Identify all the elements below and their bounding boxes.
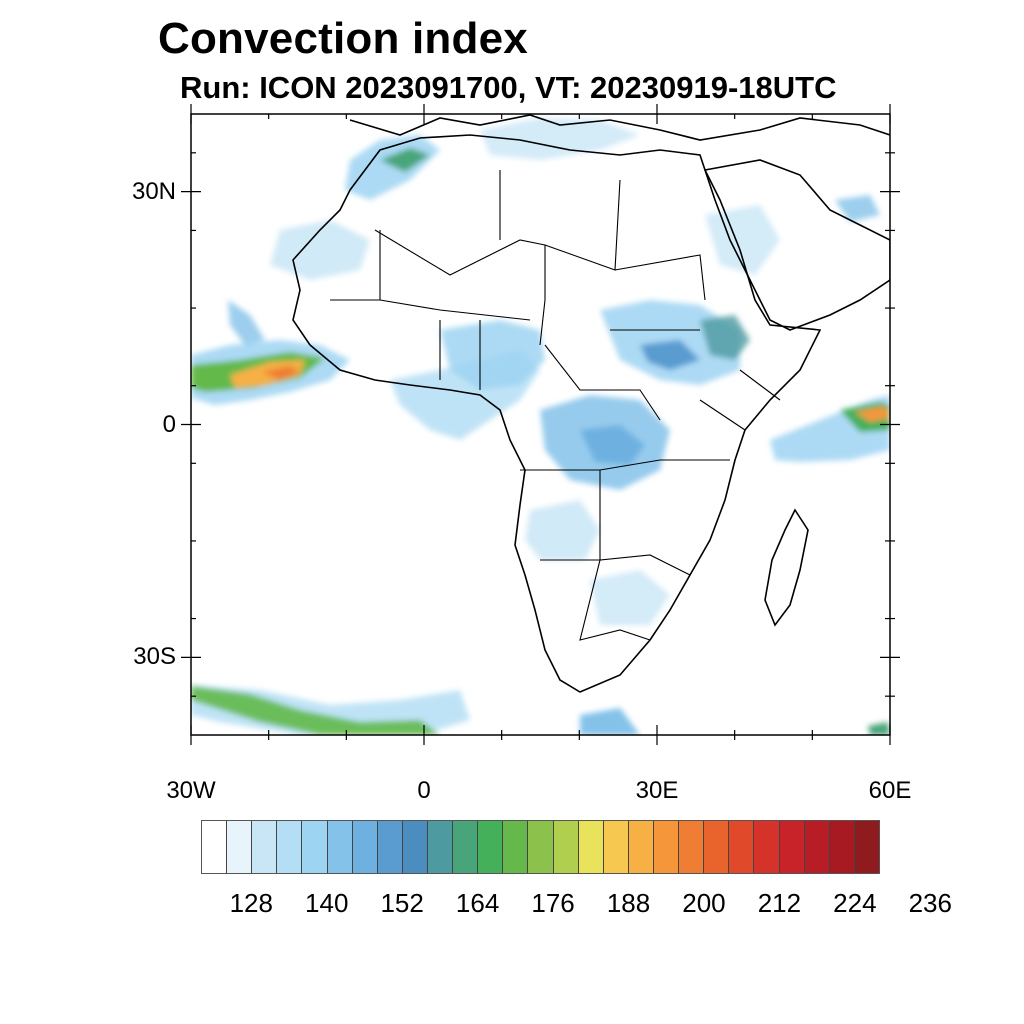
colorbar-swatch [227, 821, 253, 873]
convection-area-angola [525, 500, 600, 560]
coastline-europe [349, 114, 890, 141]
tick-marks [181, 104, 900, 745]
colorbar-label: 128 [229, 888, 273, 918]
colorbar-swatch [503, 821, 529, 873]
convection-area-botswana [590, 570, 670, 625]
colorbar-swatch [252, 821, 278, 873]
colorbar-swatch [829, 821, 855, 873]
lat-tick-label: 30S [133, 643, 176, 671]
colorbar-swatch [553, 821, 579, 873]
colorbar-swatch [453, 821, 479, 873]
colorbar-swatch [277, 821, 303, 873]
convection-area-ethiopia [700, 315, 750, 360]
colorbar-swatch [754, 821, 780, 873]
colorbar-swatch [377, 821, 403, 873]
colorbar-swatch [704, 821, 730, 873]
colorbar-swatch [729, 821, 755, 873]
lon-tick-label: 60E [868, 777, 912, 804]
lat-tick-label: 0 [162, 410, 176, 438]
convection-area-mediterranean [480, 118, 640, 160]
convection-area-sierra [228, 300, 265, 345]
colorbar-label: 212 [757, 888, 802, 918]
lon-tick-label: 0 [417, 777, 431, 804]
convection-area-morocco-core [380, 148, 430, 172]
convection-area-sudan-core [640, 340, 700, 370]
coastline-madagascar [764, 508, 809, 627]
colorbar-swatch [302, 821, 328, 873]
colorbar-label: 200 [682, 888, 726, 918]
convection-area-morocco [345, 135, 440, 200]
map-title: Convection index [158, 14, 528, 63]
map-frame-border [190, 113, 891, 736]
coastline-arabia [703, 159, 890, 331]
colorbar-swatch [804, 821, 830, 873]
colorbar-swatch [427, 821, 454, 873]
colorbar-swatch [779, 821, 805, 873]
lat-tick-label: 30N [131, 177, 176, 205]
convection-field [191, 114, 890, 735]
colorbar-label: 140 [305, 888, 349, 918]
convection-area-indian-ocean-peak [855, 406, 890, 422]
colorbar-label: 236 [908, 888, 952, 918]
colorbar [201, 820, 880, 874]
colorbar-swatch [679, 821, 705, 873]
colorbar-swatch [202, 821, 228, 873]
colorbar-label: 176 [531, 888, 575, 918]
colorbar-swatch [327, 821, 353, 873]
colorbar-swatch [578, 821, 604, 873]
colorbar-swatch [603, 821, 629, 873]
colorbar-swatch [854, 821, 879, 873]
colorbar-swatch [628, 821, 654, 873]
colorbar-label: 188 [606, 888, 651, 918]
country-borders [330, 170, 781, 641]
map-subtitle: Run: ICON 2023091700, VT: 20230919-18UTC [180, 70, 837, 105]
convection-area-nigeria [440, 320, 545, 390]
colorbar-label: 152 [380, 888, 424, 918]
convection-area-arabia [835, 195, 880, 222]
colorbar-label: 164 [455, 888, 500, 918]
lon-tick-label: 30E [635, 777, 679, 804]
convection-area-congo-core [580, 425, 645, 465]
colorbar-swatch [528, 821, 554, 873]
colorbar-swatch [653, 821, 680, 873]
convection-area-sahara [270, 220, 370, 280]
colorbar-swatch [352, 821, 378, 873]
convection-area-south-atlantic-core [191, 686, 440, 735]
convection-area-south-indian [580, 708, 640, 735]
convection-area-atlantic-hot [262, 366, 300, 380]
colorbar-swatch [402, 821, 428, 873]
colorbar-swatch [478, 821, 504, 873]
lon-tick-label: 30W [166, 777, 216, 804]
convection-area-far-south-east [868, 722, 890, 735]
colorbar-label: 224 [833, 888, 877, 918]
